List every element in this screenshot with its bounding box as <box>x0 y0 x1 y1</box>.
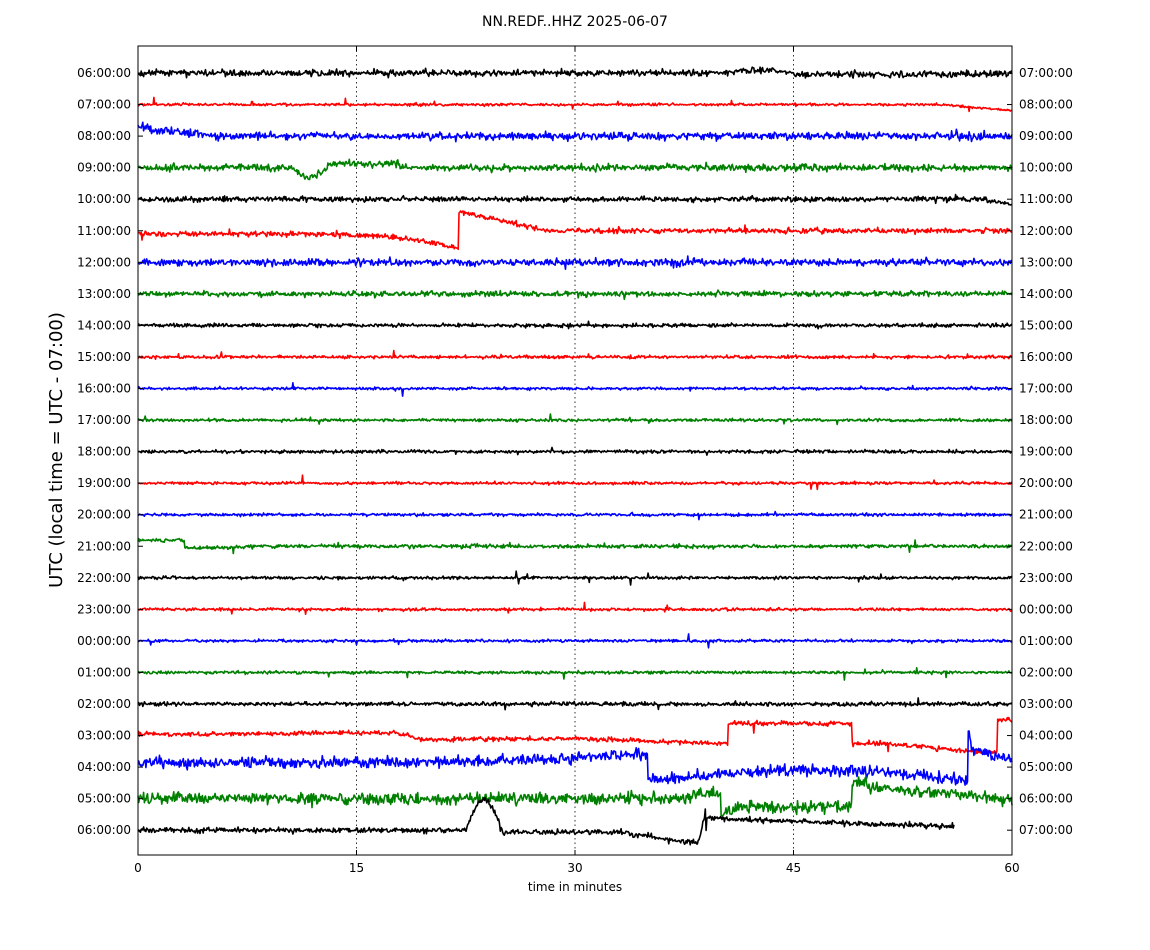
trace-line <box>137 121 1013 143</box>
trace-line <box>137 667 1013 681</box>
y-tick-label-left: 02:00:00 <box>77 697 131 711</box>
y-tick-label-right: 01:00:00 <box>1019 634 1073 648</box>
y-tick-label-right: 17:00:00 <box>1019 382 1073 396</box>
y-tick-label-left: 18:00:00 <box>77 445 131 459</box>
trace-line <box>137 510 1013 521</box>
y-tick-label-left: 10:00:00 <box>77 192 131 206</box>
y-tick-label-left: 08:00:00 <box>77 129 131 143</box>
y-tick-label-right: 07:00:00 <box>1019 823 1073 837</box>
y-tick-label-right: 18:00:00 <box>1019 413 1073 427</box>
y-tick-label-right: 21:00:00 <box>1019 508 1073 522</box>
y-tick-label-left: 12:00:00 <box>77 255 131 269</box>
y-tick-label-left: 16:00:00 <box>77 382 131 396</box>
trace-line <box>137 320 1013 330</box>
x-axis-label: time in minutes <box>528 880 622 894</box>
y-tick-label-left: 07:00:00 <box>77 98 131 112</box>
y-tick-label-left: 11:00:00 <box>77 224 131 238</box>
y-tick-label-left: 21:00:00 <box>77 539 131 553</box>
trace-line <box>137 382 1013 397</box>
x-tick-label: 15 <box>349 861 364 875</box>
y-tick-label-left: 14:00:00 <box>77 318 131 332</box>
y-tick-label-right: 05:00:00 <box>1019 760 1073 774</box>
trace-line <box>137 96 1013 113</box>
y-tick-label-right: 08:00:00 <box>1019 98 1073 112</box>
trace-line <box>137 66 1013 79</box>
y-tick-label-left: 23:00:00 <box>77 602 131 616</box>
y-tick-label-right: 19:00:00 <box>1019 445 1073 459</box>
y-tick-label-right: 06:00:00 <box>1019 792 1073 806</box>
left-time-labels: 06:00:00 07:00:00 08:00:00 09:00:00 10:00:00… <box>77 66 143 837</box>
y-tick-label-right: 13:00:00 <box>1019 255 1073 269</box>
trace-line <box>137 601 1013 615</box>
y-tick-label-right: 03:00:00 <box>1019 697 1073 711</box>
trace-line <box>137 537 1013 555</box>
y-tick-label-left: 06:00:00 <box>77 823 131 837</box>
trace-line <box>137 797 955 846</box>
trace-line <box>137 349 1013 361</box>
trace-line <box>137 158 1013 181</box>
trace-line <box>137 716 1013 756</box>
y-tick-label-left: 22:00:00 <box>77 571 131 585</box>
x-tick-label: 0 <box>134 861 142 875</box>
y-tick-label-left: 04:00:00 <box>77 760 131 774</box>
y-tick-label-left: 01:00:00 <box>77 665 131 679</box>
x-tick-label: 60 <box>1004 861 1019 875</box>
trace-line <box>137 413 1013 426</box>
y-tick-label-right: 22:00:00 <box>1019 539 1073 553</box>
y-tick-label-right: 02:00:00 <box>1019 665 1073 679</box>
trace-line <box>137 776 1013 819</box>
y-tick-label-right: 07:00:00 <box>1019 66 1073 80</box>
y-tick-label-right: 14:00:00 <box>1019 287 1073 301</box>
y-tick-label-left: 19:00:00 <box>77 476 131 490</box>
x-axis-ticks: 0 15 30 45 60 <box>134 46 1020 875</box>
trace-line <box>137 474 1013 491</box>
trace-line <box>137 193 1013 206</box>
y-tick-label-left: 00:00:00 <box>77 634 131 648</box>
y-tick-label-right: 10:00:00 <box>1019 161 1073 175</box>
y-tick-label-left: 06:00:00 <box>77 66 131 80</box>
trace-line <box>137 446 1013 456</box>
trace-line <box>137 570 1013 586</box>
trace-line <box>137 289 1013 301</box>
seismic-traces <box>137 66 1013 846</box>
y-tick-label-left: 17:00:00 <box>77 413 131 427</box>
x-tick-label: 45 <box>786 861 801 875</box>
y-tick-label-right: 16:00:00 <box>1019 350 1073 364</box>
y-tick-label-right: 15:00:00 <box>1019 318 1073 332</box>
chart-title: NN.REDF..HHZ 2025-06-07 <box>482 14 668 30</box>
y-tick-label-left: 05:00:00 <box>77 792 131 806</box>
trace-line <box>137 210 1013 251</box>
y-tick-label-right: 04:00:00 <box>1019 729 1073 743</box>
trace-line <box>137 255 1013 270</box>
right-time-labels: 07:00:00 08:00:00 09:00:00 10:00:00 11:00:00… <box>1007 66 1073 837</box>
y-tick-label-right: 00:00:00 <box>1019 602 1073 616</box>
y-tick-label-right: 23:00:00 <box>1019 571 1073 585</box>
y-tick-label-right: 20:00:00 <box>1019 476 1073 490</box>
y-tick-label-left: 03:00:00 <box>77 729 131 743</box>
trace-line <box>137 633 1013 649</box>
y-tick-label-right: 11:00:00 <box>1019 192 1073 206</box>
y-axis-label: UTC (local time = UTC - 07:00) <box>46 312 67 588</box>
y-tick-label-right: 12:00:00 <box>1019 224 1073 238</box>
y-tick-label-left: 15:00:00 <box>77 350 131 364</box>
y-tick-label-right: 09:00:00 <box>1019 129 1073 143</box>
y-tick-label-left: 09:00:00 <box>77 161 131 175</box>
y-tick-label-left: 13:00:00 <box>77 287 131 301</box>
trace-line <box>137 697 1013 711</box>
y-tick-label-left: 20:00:00 <box>77 508 131 522</box>
x-tick-label: 30 <box>567 861 582 875</box>
